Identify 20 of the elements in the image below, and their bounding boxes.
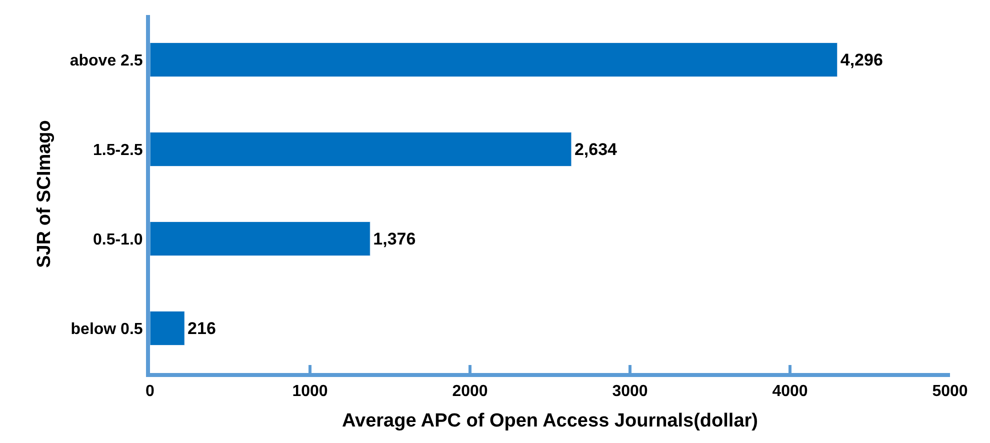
y-tick-label: 0.5-1.0 xyxy=(92,231,143,248)
y-tick-label: above 2.5 xyxy=(70,52,143,70)
data-label: 4,296 xyxy=(840,50,883,70)
bar xyxy=(150,222,370,256)
bar xyxy=(150,311,185,346)
x-tick-label: 4000 xyxy=(772,383,808,400)
x-tick-label: 1000 xyxy=(292,383,328,400)
x-tick-label: 0 xyxy=(146,383,155,400)
x-tick-label: 5000 xyxy=(932,383,968,400)
bar xyxy=(150,132,572,167)
data-label: 216 xyxy=(188,318,216,338)
y-axis-title: SJR of SCImago xyxy=(34,120,56,268)
y-tick-label: 1.5-2.5 xyxy=(92,142,143,159)
data-label: 1,376 xyxy=(373,229,416,248)
data-label: 2,634 xyxy=(574,140,618,159)
bar xyxy=(150,42,838,78)
y-tick-label: below 0.5 xyxy=(70,320,143,338)
x-tick-label: 2000 xyxy=(452,383,488,400)
x-axis-title: Average APC of Open Access Journals(dollar) xyxy=(342,410,758,432)
x-tick-label: 3000 xyxy=(612,383,648,400)
